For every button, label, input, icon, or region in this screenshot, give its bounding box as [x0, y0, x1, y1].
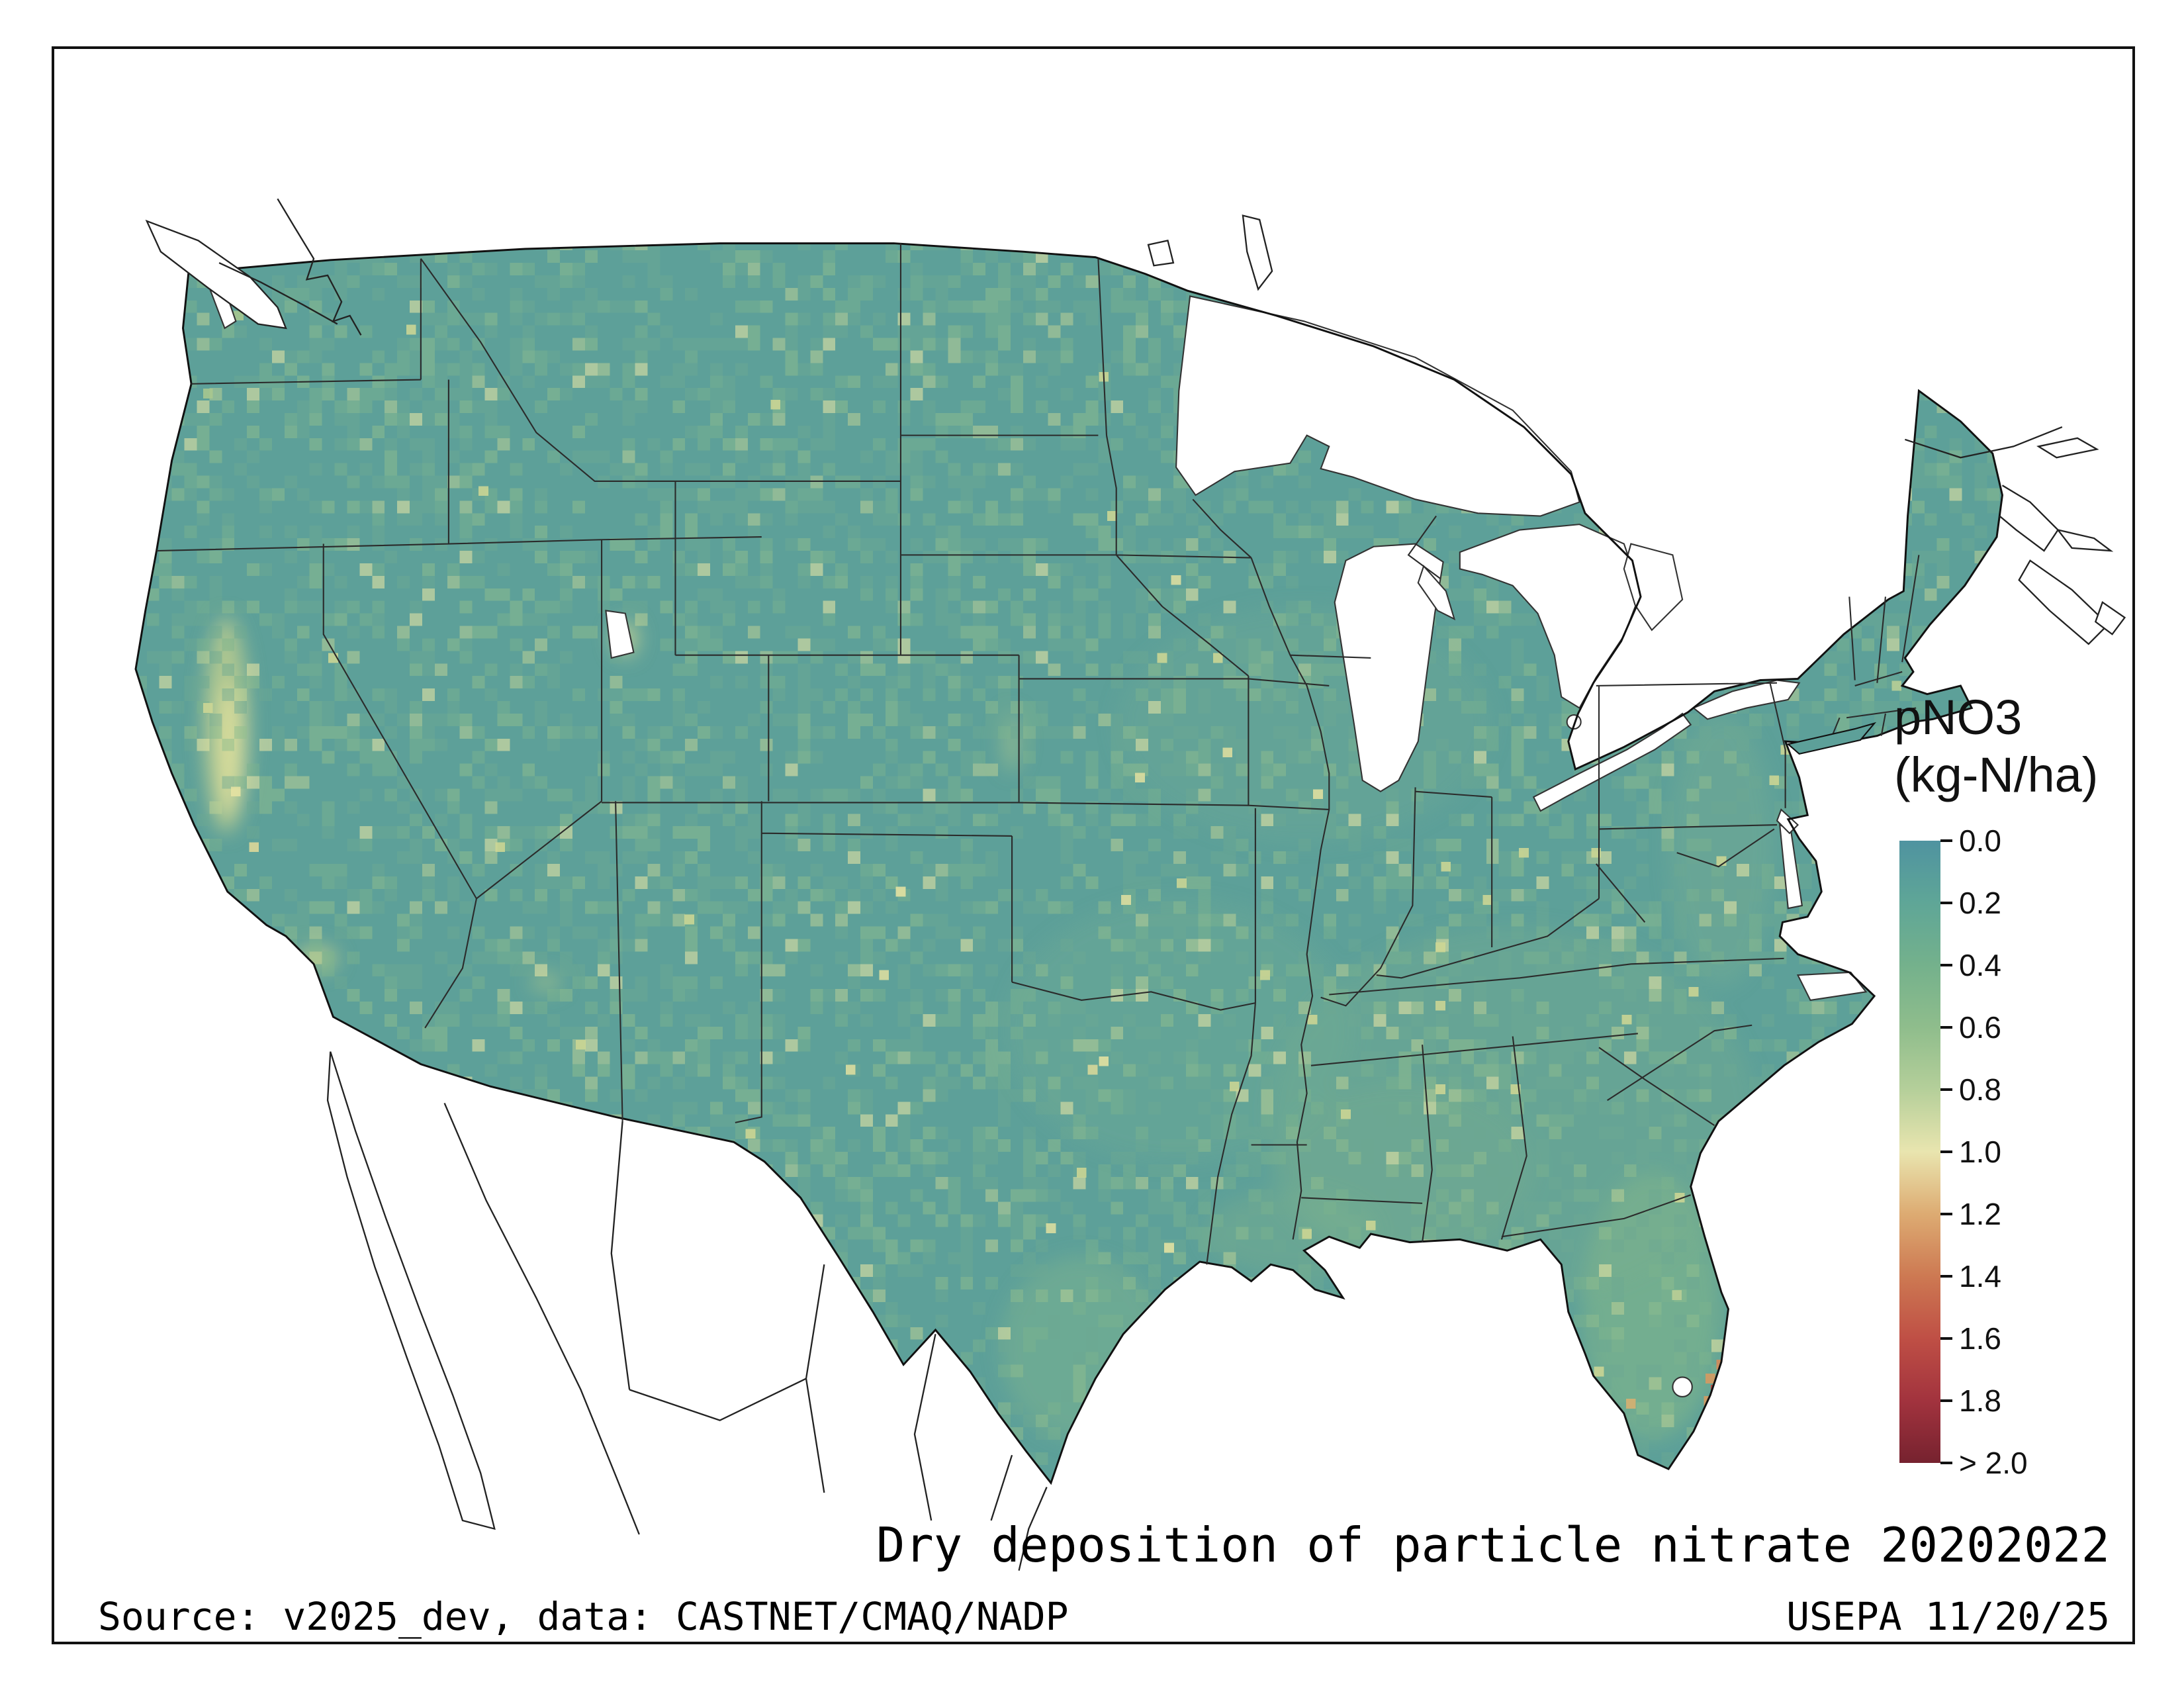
legend-tick: 0.4 — [1940, 947, 2001, 983]
legend-tick: 1.4 — [1940, 1258, 2001, 1294]
lake-winnipeg — [1242, 214, 1273, 291]
state-borders — [156, 243, 1920, 1265]
legend-title: pNO3 (kg-N/ha) — [1894, 688, 2098, 804]
legend-tick: 0.2 — [1940, 885, 2001, 921]
legend-tick: 0.8 — [1940, 1072, 2001, 1107]
cape-breton — [2094, 601, 2126, 635]
tick-label: > 2.0 — [1959, 1446, 2028, 1480]
source-note: Source: v2025_dev, data: CASTNET/CMAQ/NA… — [98, 1594, 1069, 1639]
tick-mark — [1940, 1275, 1952, 1278]
lake-superior — [1175, 295, 1580, 517]
tick-mark — [1940, 1213, 1952, 1215]
legend-tick: 1.6 — [1940, 1321, 2001, 1356]
georgian-bay — [1623, 543, 1684, 632]
legend-title-units: (kg-N/ha) — [1894, 747, 2099, 803]
tick-label: 0.0 — [1959, 823, 2001, 858]
tick-mark — [1940, 1026, 1952, 1029]
legend-colorbar — [1899, 841, 1940, 1463]
lake-ontario — [1692, 679, 1801, 720]
legend: pNO3 (kg-N/ha) 0.0 0.2 0.4 0.6 0.8 1.0 1.2 1.4 1… — [1891, 688, 2169, 1496]
mexico-gulf-coast — [1018, 1487, 1048, 1571]
tick-mark — [1940, 964, 1952, 966]
tick-label: 0.6 — [1959, 1010, 2001, 1045]
nova-scotia — [2018, 559, 2109, 645]
tick-mark — [1940, 1088, 1952, 1091]
baja-california — [326, 1051, 496, 1530]
long-island — [1786, 722, 1877, 755]
mexico-pacific-coast — [443, 1102, 640, 1535]
tick-label: 1.4 — [1959, 1259, 2001, 1293]
legend-tick: 1.8 — [1940, 1383, 2001, 1419]
legend-tick: 0.6 — [1940, 1009, 2001, 1045]
tick-label: 1.6 — [1959, 1321, 2001, 1356]
tick-mark — [1940, 1337, 1952, 1340]
plot-frame — [52, 46, 2135, 1644]
prince-edward-island — [2056, 528, 2114, 552]
tick-label: 0.4 — [1959, 948, 2001, 982]
tick-mark — [1940, 1462, 1952, 1464]
agency-date-note: USEPA 11/20/25 — [1786, 1594, 2110, 1639]
legend-tick: > 2.0 — [1940, 1445, 2028, 1481]
tick-label: 1.0 — [1959, 1135, 2001, 1169]
bay-of-fundy-coast — [1999, 485, 2060, 552]
mexico-state-lines — [610, 1121, 1013, 1521]
lake-okeechobee — [1672, 1376, 1693, 1397]
lake-of-the-woods — [1147, 240, 1175, 267]
st-lawrence-north-shore — [1905, 426, 2063, 459]
us-deposition-map — [134, 198, 2126, 1571]
green-bay — [1417, 565, 1456, 621]
lake-erie — [1532, 712, 1692, 812]
tick-label: 1.2 — [1959, 1197, 2001, 1231]
legend-title-species: pNO3 — [1894, 690, 2023, 745]
anticosti-island — [2036, 437, 2099, 459]
canada — [145, 198, 2126, 645]
lake-michigan — [1334, 543, 1444, 792]
bc-coastline — [218, 198, 362, 336]
map-title: Dry deposition of particle nitrate 20202… — [876, 1517, 2110, 1573]
lake-huron — [1459, 524, 1642, 710]
tick-label: 0.2 — [1959, 886, 2001, 920]
pamlico-sound — [1796, 971, 1868, 1002]
tick-mark — [1940, 1399, 1952, 1402]
mexico — [326, 1051, 1048, 1571]
tick-label: 1.8 — [1959, 1383, 2001, 1418]
vancouver-island — [145, 219, 287, 330]
tick-label: 0.8 — [1959, 1072, 2001, 1107]
legend-tick: 1.2 — [1940, 1196, 2001, 1232]
tick-mark — [1940, 839, 1952, 842]
tick-mark — [1940, 902, 1952, 904]
tick-mark — [1940, 1150, 1952, 1153]
legend-tick: 1.0 — [1940, 1134, 2001, 1170]
great-salt-lake — [605, 610, 635, 659]
legend-tick: 0.0 — [1940, 823, 2001, 859]
